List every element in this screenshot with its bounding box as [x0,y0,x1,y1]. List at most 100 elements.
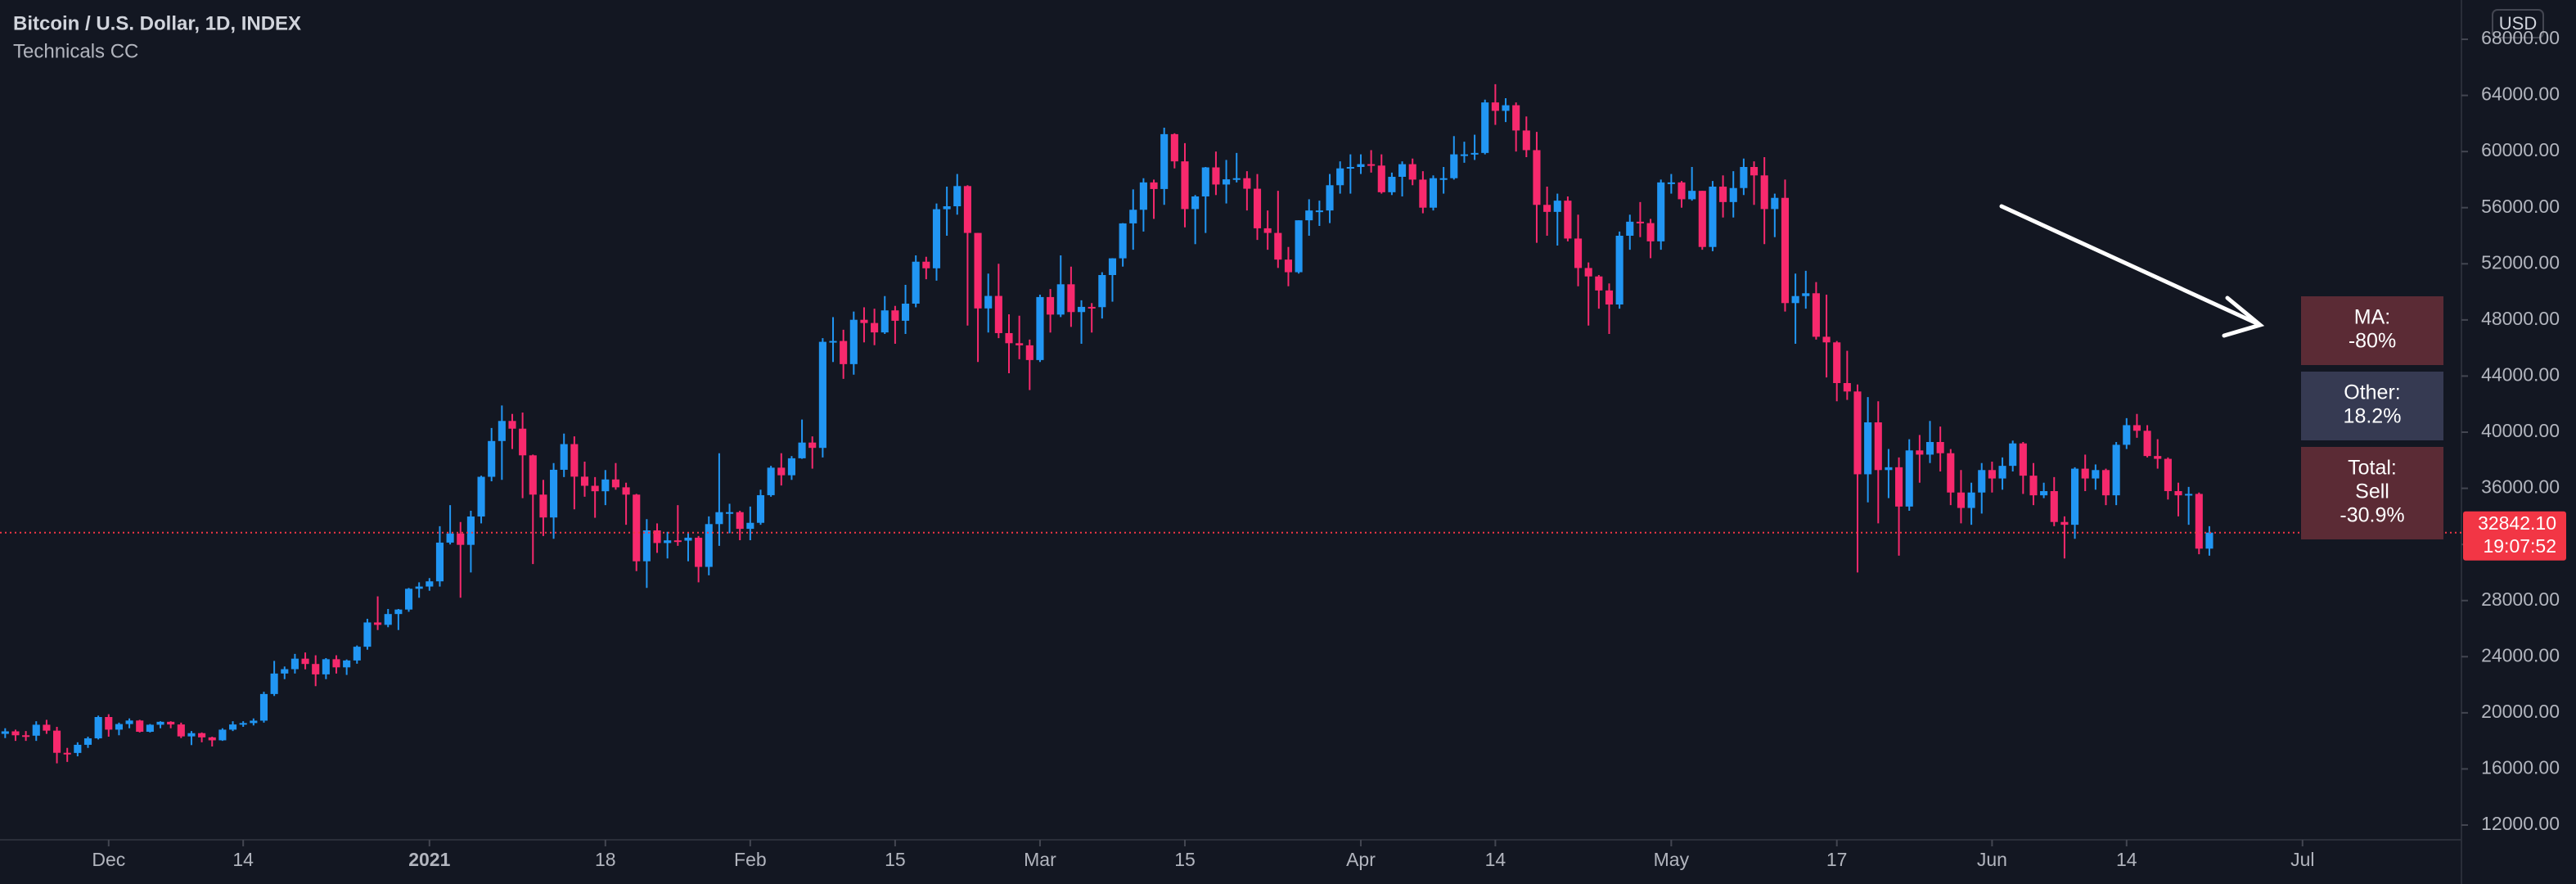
candle-body [2154,456,2162,459]
trend-arrow [1999,204,2265,338]
candle-body [1481,102,1489,153]
candle-body [374,622,382,625]
candle-body [2092,470,2100,479]
x-tick-label: May [1654,849,1690,870]
candle-body [1119,223,1127,259]
candle-body [218,729,227,741]
y-tick-label: 56000.00 [2481,196,2560,217]
candle-body [1947,453,1955,493]
candle-body [871,322,879,333]
candle-body [270,673,278,694]
x-tick-label: Dec [92,849,125,870]
candle-body [1822,336,1831,343]
candle-body [1812,293,1820,337]
candle-body [43,724,51,731]
currency-button[interactable] [2492,9,2544,38]
candle-body [808,442,817,449]
candle-body [2060,521,2069,525]
candle-body [2123,425,2131,445]
candle-body [1719,187,1727,202]
last-price-label: 32842.10 [2478,512,2556,534]
candle-body [777,467,786,476]
candle-body [1864,422,1872,475]
candle-body [2143,431,2151,457]
candle-body [187,733,196,737]
candle-body [1874,422,1882,471]
candle-body [1460,154,1468,156]
candle-body [1584,268,1592,277]
candle-body [404,589,413,610]
candle-body [994,295,1002,333]
chart-title: Bitcoin / U.S. Dollar, 1D, INDEX [13,12,301,34]
currency-label[interactable]: USD [2499,13,2537,34]
x-tick-label: 2021 [408,849,450,870]
candle-body [74,744,82,753]
candle-body [1025,345,1034,360]
candle-body [1802,293,1810,296]
candle-body [715,512,723,525]
candle-body [1212,167,1220,185]
candle-body [1925,442,1934,455]
x-tick-label: Jun [1977,849,2007,870]
candle-body [1129,210,1137,223]
candle-body [891,310,899,321]
candle-body [1771,197,1779,210]
x-tick-label: 14 [1485,849,1506,870]
candle-body [1729,187,1737,202]
candle-body [1833,342,1841,383]
candle-body [198,733,206,737]
candle-body [435,542,444,582]
candle-body [2101,470,2110,496]
arrow-shaft [1999,204,2261,327]
y-tick-label: 64000.00 [2481,83,2560,105]
x-tick-label: Jul [2290,849,2314,870]
y-tick-label: 28000.00 [2481,589,2560,610]
candle-body [239,723,247,725]
candle-body [1388,177,1396,192]
candle-body [787,458,795,476]
candle-body [2019,443,2027,476]
candle-body [756,494,765,523]
candle-body [1429,178,1438,208]
candle-body [1502,105,1510,111]
candle-body [1533,150,1541,205]
candle-body [2164,458,2172,491]
candle-body [1367,164,1376,166]
candle-body [353,647,361,661]
candle-body [1223,179,1231,185]
candle-body [684,537,692,541]
candle-body [177,724,185,737]
candle-body [1491,102,1499,111]
candle-body [550,469,558,518]
x-tick-label: Feb [734,849,767,870]
candle-body [601,479,610,492]
candle-body [1036,296,1044,360]
candle-body [1439,178,1448,180]
candle-body [1843,383,1851,392]
signal-panel [2301,296,2443,365]
candle-body [105,717,113,730]
candle-body [1760,175,1768,210]
candle-body [83,738,92,745]
candle-body [312,664,320,674]
candle-body [1905,450,1913,507]
arrow-head [2222,295,2265,338]
candle-body [591,485,599,492]
candle-body [2071,468,2079,525]
candle-body [963,186,971,233]
candle-body [818,341,826,449]
candle-body [2029,476,2038,496]
candle-body [1657,182,1665,241]
x-tick-label: 14 [2116,849,2137,870]
candle-body [611,479,620,488]
candle-body [912,261,920,304]
signal-panel [2301,447,2443,539]
candle-body [11,731,20,736]
y-tick-label: 44000.00 [2481,364,2560,386]
candles [1,83,2213,764]
candle-body [1688,191,1696,200]
candle-body [1315,210,1323,213]
candle-body [1108,258,1117,275]
candle-body [932,209,941,268]
candle-body [922,261,930,268]
